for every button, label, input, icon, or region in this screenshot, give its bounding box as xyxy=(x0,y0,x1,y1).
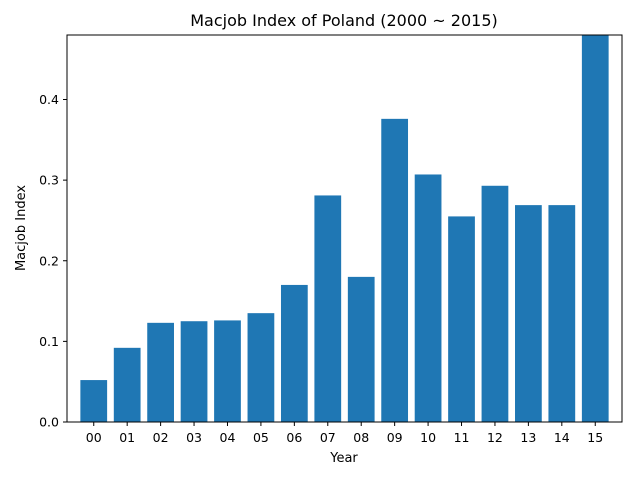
x-tick-label: 04 xyxy=(220,430,236,445)
x-axis-ticks: 00 01 02 03 04 05 06 07 08 09 10 11 12 13 14 15 xyxy=(86,422,603,445)
bar-03 xyxy=(180,321,208,422)
y-tick-label: 0.4 xyxy=(39,92,59,107)
x-tick-label: 01 xyxy=(119,430,135,445)
bar-06 xyxy=(280,284,308,422)
y-tick-label: 0.3 xyxy=(39,173,59,188)
bar-09 xyxy=(381,118,409,422)
x-tick-label: 15 xyxy=(587,430,603,445)
bar-02 xyxy=(147,322,174,422)
bar-10 xyxy=(414,174,442,422)
y-tick-label: 0.0 xyxy=(39,415,59,430)
chart-title: Macjob Index of Poland (2000 ~ 2015) xyxy=(190,11,498,30)
bar-15 xyxy=(581,35,609,422)
x-tick-label: 03 xyxy=(186,430,202,445)
y-axis-ticks: 0.0 0.1 0.2 0.3 0.4 xyxy=(39,92,67,430)
x-tick-label: 05 xyxy=(253,430,269,445)
x-tick-label: 02 xyxy=(153,430,169,445)
x-tick-label: 07 xyxy=(320,430,336,445)
bar-13 xyxy=(515,205,542,422)
x-tick-label: 06 xyxy=(286,430,302,445)
x-tick-label: 00 xyxy=(86,430,102,445)
plot-frame xyxy=(66,34,623,423)
bars-group xyxy=(80,35,609,422)
x-tick-label: 09 xyxy=(387,430,403,445)
bar-07 xyxy=(314,195,342,422)
y-tick-label: 0.1 xyxy=(39,334,59,349)
bar-04 xyxy=(214,320,241,422)
y-tick-label: 0.2 xyxy=(39,253,59,268)
x-tick-label: 08 xyxy=(353,430,369,445)
x-axis-label: Year xyxy=(329,451,358,466)
x-tick-label: 12 xyxy=(487,430,503,445)
x-tick-label: 11 xyxy=(454,430,470,445)
bar-12 xyxy=(481,185,509,422)
bar-00 xyxy=(80,380,108,422)
x-tick-label: 10 xyxy=(420,430,436,445)
bar-05 xyxy=(247,313,275,422)
bar-08 xyxy=(347,276,375,422)
bar-14 xyxy=(548,205,576,422)
bar-01 xyxy=(113,347,141,422)
bar-11 xyxy=(448,216,475,422)
y-axis-label: Macjob Index xyxy=(14,185,29,271)
x-tick-label: 14 xyxy=(554,430,570,445)
x-tick-label: 13 xyxy=(520,430,536,445)
